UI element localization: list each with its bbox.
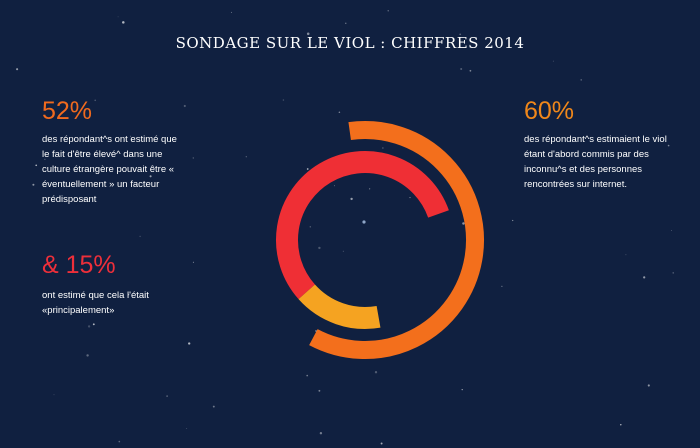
outer-ring-arc <box>309 121 484 359</box>
star-dot <box>183 104 186 108</box>
star-dot <box>461 388 463 391</box>
star-dot <box>192 157 194 159</box>
inner-ring-red-arc <box>276 151 449 300</box>
stat-15-description: ont estimé que cela l'était «principalem… <box>42 290 149 316</box>
star-dot <box>309 226 311 228</box>
star-dot <box>87 325 91 328</box>
star-dot <box>166 395 168 397</box>
star-dot <box>342 250 344 252</box>
star-dot <box>32 183 35 186</box>
star-dot <box>83 197 86 201</box>
star-dot <box>345 22 347 24</box>
star-dot <box>94 99 97 102</box>
star-dot <box>625 254 627 256</box>
star-dot <box>35 164 38 167</box>
star-dot <box>469 69 472 72</box>
star-dot <box>139 235 141 238</box>
star-dot <box>128 293 130 296</box>
star-dot <box>318 246 321 250</box>
star-dot <box>382 147 384 149</box>
star-dot <box>122 21 125 24</box>
star-dot <box>315 330 317 332</box>
star-dot <box>374 371 378 374</box>
stat-60-percent: 60% <box>524 97 575 125</box>
star-dot <box>462 222 465 225</box>
stat-60-description: des répondant^s estimaient le viol étant… <box>524 134 667 190</box>
star-dot <box>667 144 670 147</box>
star-dot <box>350 197 353 201</box>
star-dot <box>338 111 341 114</box>
star-dot <box>129 135 131 137</box>
star-dot <box>580 79 582 81</box>
star-dot <box>92 323 95 326</box>
star-dot <box>306 168 309 170</box>
center-dot <box>362 220 366 224</box>
star-dot <box>459 33 462 36</box>
star-dot <box>188 342 191 345</box>
star-dot <box>387 10 389 12</box>
inner-ring-amber-arc <box>298 284 381 329</box>
star-dot <box>334 185 336 187</box>
star-dot <box>380 442 383 445</box>
star-dot <box>319 432 323 435</box>
star-dot <box>306 32 310 36</box>
star-dot <box>212 405 215 408</box>
star-dot <box>369 188 371 190</box>
star-dot <box>672 272 674 274</box>
star-dot <box>561 184 563 186</box>
star-dot <box>643 276 646 279</box>
star-dot <box>44 158 46 160</box>
stat-52-description: des répondant^s ont estimé que le fait d… <box>42 134 177 205</box>
star-dot <box>647 384 650 387</box>
star-dot <box>306 374 309 377</box>
star-dot <box>501 285 503 288</box>
star-dot <box>53 394 55 396</box>
star-dot <box>230 11 232 13</box>
star-dot <box>552 60 554 62</box>
star-dot <box>282 99 285 101</box>
star-dot <box>460 67 463 71</box>
star-dot <box>245 156 247 158</box>
star-dot <box>16 68 19 71</box>
star-dot <box>671 230 673 231</box>
star-dot <box>620 423 622 426</box>
star-dot <box>192 261 194 263</box>
star-dot <box>86 354 89 357</box>
star-dot <box>318 389 321 392</box>
star-dot <box>118 440 121 443</box>
star-dot <box>409 197 411 199</box>
star-dot <box>512 219 514 222</box>
star-dot <box>186 428 188 429</box>
star-dot <box>117 16 119 18</box>
star-dot <box>436 37 438 40</box>
star-dot <box>149 175 152 178</box>
stat-15-percent: & 15% <box>42 251 116 279</box>
stat-52-percent: 52% <box>42 97 93 125</box>
page-title: SONDAGE SUR LE VIOL : CHIFFRES 2014 <box>175 34 525 52</box>
